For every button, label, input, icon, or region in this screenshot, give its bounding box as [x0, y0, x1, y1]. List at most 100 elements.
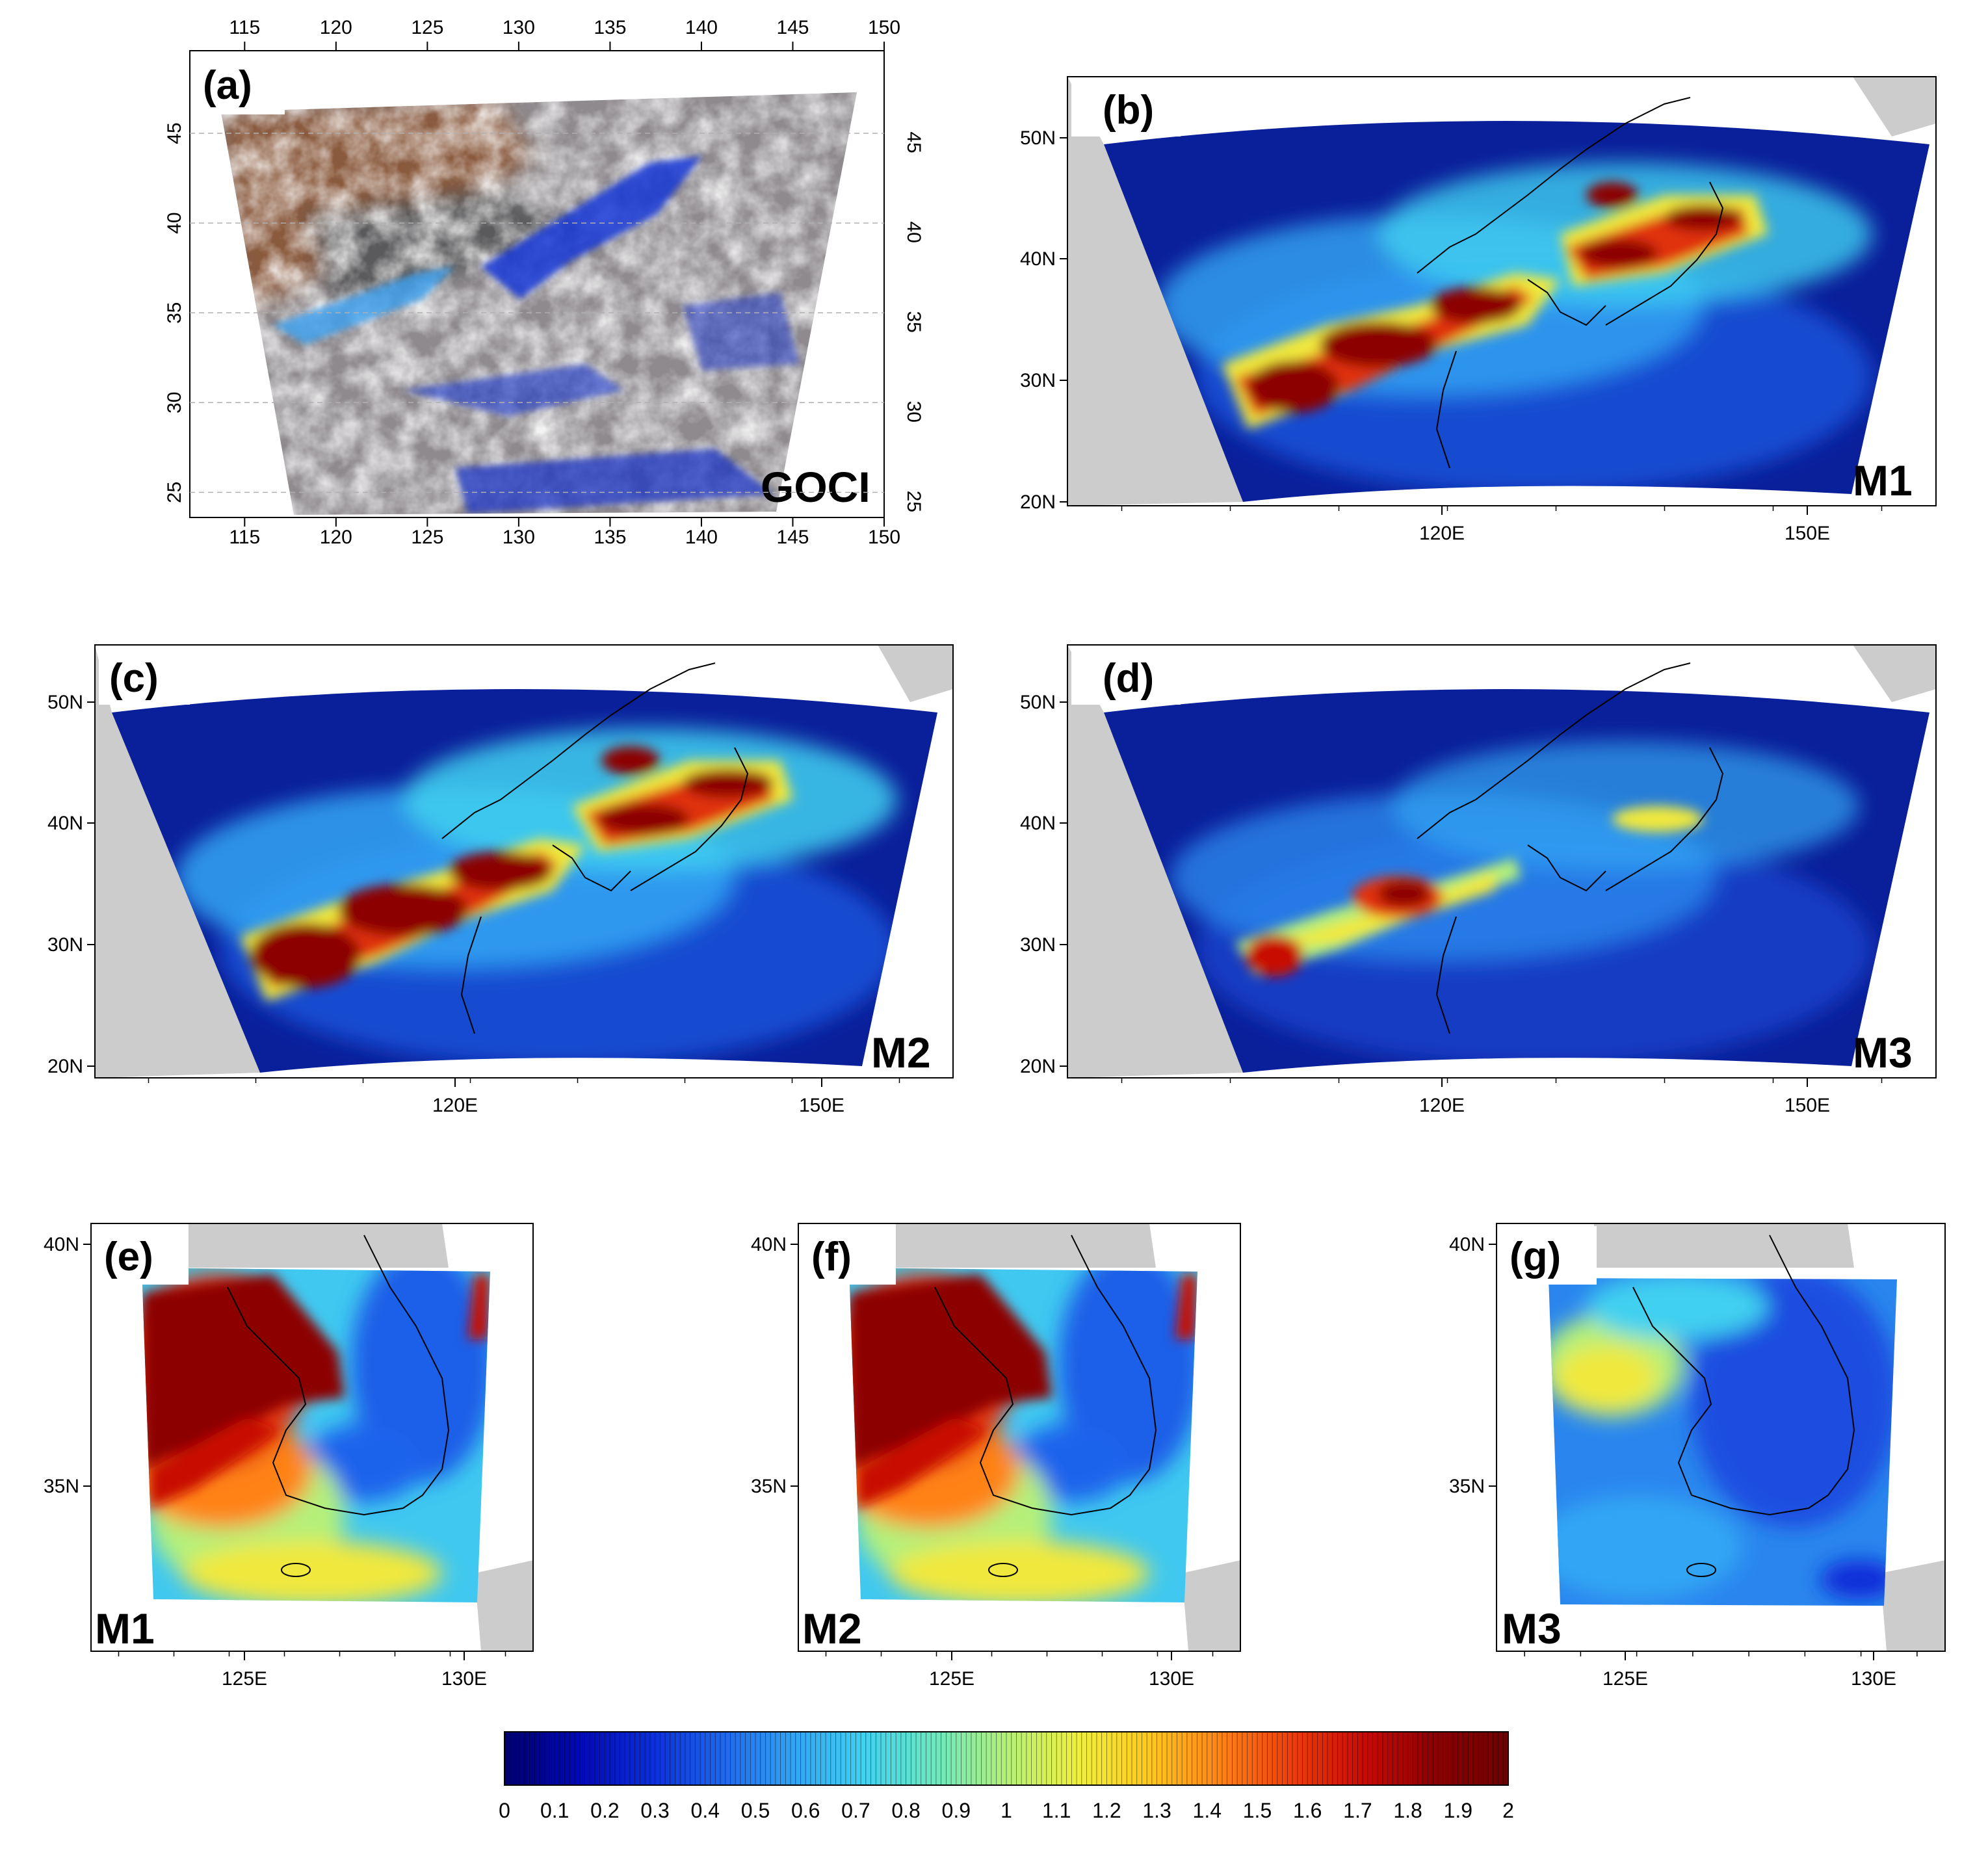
panel-c: (c) M2 120E 150E 50N 40N 30N 20N [47, 644, 954, 1116]
panel-f-lat-tick: 35N [751, 1476, 787, 1497]
colorbar-tick-label: 1.4 [1193, 1799, 1222, 1822]
panel-b: (b) M1 120E 150E 50N 40N 30N 20N [1020, 76, 1937, 544]
colorbar-tick-label: 1.3 [1142, 1799, 1171, 1822]
panel-d-lat-tick: 40N [1020, 813, 1056, 834]
aod-field-m2 [112, 689, 937, 1073]
panel-g-model-label: M3 [1502, 1604, 1562, 1653]
panel-a-left-tick: 40 [164, 212, 185, 233]
panel-g-lat-tick: 40N [1449, 1234, 1485, 1255]
panel-a-left-tick: 25 [164, 482, 185, 503]
panel-b-lon-tick: 150E [1785, 523, 1830, 544]
coastlines-f [934, 1235, 1157, 1577]
panel-g: (g) M3 125E 130E 40N 35N [1449, 1223, 1946, 1690]
panel-c-lat-tick: 50N [47, 692, 83, 713]
panel-a-bottom-tick: 125 [411, 527, 443, 548]
panel-c-lon-tick: 120E [432, 1095, 478, 1116]
colorbar-tick-label: 0.3 [640, 1799, 669, 1822]
panel-f-model-label: M2 [802, 1604, 862, 1653]
panel-b-lat-tick: 40N [1020, 248, 1056, 270]
panel-a-right-tick: 35 [903, 311, 924, 332]
panel-b-lat-tick: 30N [1020, 370, 1056, 391]
colorbar-tick-label: 1.2 [1092, 1799, 1121, 1822]
panel-c-lon-tick: 150E [799, 1095, 844, 1116]
coastlines-b [1417, 97, 1724, 469]
panel-e-label: (e) [104, 1235, 153, 1279]
panel-a-top-tick: 150 [868, 17, 900, 38]
panel-c-lat-tick: 40N [47, 813, 83, 834]
panel-a-bottom-tick: 150 [868, 527, 900, 548]
panel-a-top-tick: 115 [229, 17, 260, 38]
panel-a-bottom-tick: 120 [320, 527, 352, 548]
panel-a-right-tick: 25 [903, 491, 924, 512]
panel-a: (a) GOCI 115 120 125 130 135 140 145 150 115 120 1… [164, 17, 924, 548]
panel-a-top-tick: 135 [594, 17, 626, 38]
colorbar-tick-label: 1.7 [1343, 1799, 1372, 1822]
panel-a-top-tick: 140 [685, 17, 718, 38]
panel-a-bottom-tick: 140 [685, 527, 718, 548]
colorbar-tick-label: 0.2 [590, 1799, 619, 1822]
panel-e: (e) M1 125E 130E 40N 35N [44, 1223, 534, 1690]
panel-f-label: (f) [811, 1235, 852, 1279]
panel-a-top-tick: 125 [411, 17, 443, 38]
panel-d-model-label: M3 [1853, 1028, 1913, 1077]
colorbar-divisions [509, 1732, 1504, 1785]
panel-f: (f) M2 125E 130E 40N 35N [751, 1223, 1241, 1690]
colorbar-tick-labels: 0 0.1 0.2 0.3 0.4 0.5 0.6 0.7 0.8 0.9 1 1.1 1.2 1.3 1.… [499, 1799, 1514, 1822]
panel-a-label: (a) [203, 63, 252, 108]
aod-field-m1 [1104, 121, 1929, 502]
panel-c-label: (c) [109, 656, 159, 701]
panel-f-lon-tick: 125E [929, 1668, 974, 1690]
panel-a-bottom-tick: 135 [594, 527, 626, 548]
panel-a-bottom-tick: 130 [503, 527, 535, 548]
panel-g-lon-tick: 130E [1851, 1668, 1896, 1690]
panel-d-label-bg [1071, 647, 1181, 705]
aod-field-m3-zoom [1549, 1278, 1897, 1606]
coastlines-c [441, 662, 749, 1034]
panel-e-lon-tick: 130E [441, 1668, 487, 1690]
panel-f-lon-tick: 130E [1149, 1668, 1194, 1690]
panel-b-model-label: M1 [1853, 456, 1913, 504]
panel-a-bottom-tick: 145 [776, 527, 809, 548]
panel-a-right-tick: 45 [903, 131, 924, 153]
colorbar-tick-label: 0.5 [741, 1799, 770, 1822]
panel-d-lat-tick: 20N [1020, 1056, 1056, 1077]
panel-e-label-bg [94, 1226, 189, 1285]
panel-a-label-bg [194, 55, 285, 114]
aod-field-m2-zoom [849, 1268, 1197, 1602]
goci-image [221, 92, 857, 515]
panel-b-lon-tick: 120E [1419, 523, 1465, 544]
panel-d-lon-tick: 120E [1419, 1095, 1465, 1116]
panel-e-lat-tick: 35N [44, 1476, 79, 1497]
colorbar-tick-label: 1.1 [1042, 1799, 1071, 1822]
panel-a-left-tick: 35 [164, 302, 185, 323]
panel-a-top-tick: 145 [776, 17, 809, 38]
panel-f-lat-tick: 40N [751, 1234, 787, 1255]
panel-d-lat-tick: 50N [1020, 692, 1056, 713]
panel-e-lat-tick: 40N [44, 1234, 79, 1255]
panel-a-top-tick: 130 [503, 17, 535, 38]
panel-b-label: (b) [1103, 88, 1154, 133]
panel-c-label-bg [99, 647, 190, 705]
panel-d-label: (d) [1103, 656, 1154, 701]
panel-f-label-bg [801, 1226, 896, 1285]
colorbar-tick-label: 1.8 [1393, 1799, 1422, 1822]
panel-a-top-tick: 120 [320, 17, 352, 38]
panel-d-lat-tick: 30N [1020, 934, 1056, 956]
panel-b-lat-tick: 50N [1020, 127, 1056, 149]
colorbar: 0 0.1 0.2 0.3 0.4 0.5 0.6 0.7 0.8 0.9 1 1.1 1.2 1.3 1.… [499, 1731, 1514, 1822]
panel-g-label-bg [1499, 1226, 1597, 1285]
colorbar-tick-label: 1.9 [1444, 1799, 1472, 1822]
coastlines-g [1632, 1235, 1855, 1577]
panel-g-lat-tick: 35N [1449, 1476, 1485, 1497]
colorbar-tick-label: 0 [499, 1799, 510, 1822]
colorbar-tick-label: 1.5 [1243, 1799, 1272, 1822]
panel-a-right-tick: 30 [903, 401, 924, 423]
panel-c-lat-tick: 30N [47, 934, 83, 956]
coastlines-d [1417, 662, 1724, 1034]
panel-a-left-tick: 45 [164, 122, 185, 144]
panel-b-label-bg [1071, 79, 1181, 137]
panel-d: (d) M3 120E 150E 50N 40N 30N 20N [1020, 644, 1937, 1116]
panel-a-model-label: GOCI [761, 463, 870, 511]
panel-c-model-label: M2 [871, 1028, 931, 1077]
